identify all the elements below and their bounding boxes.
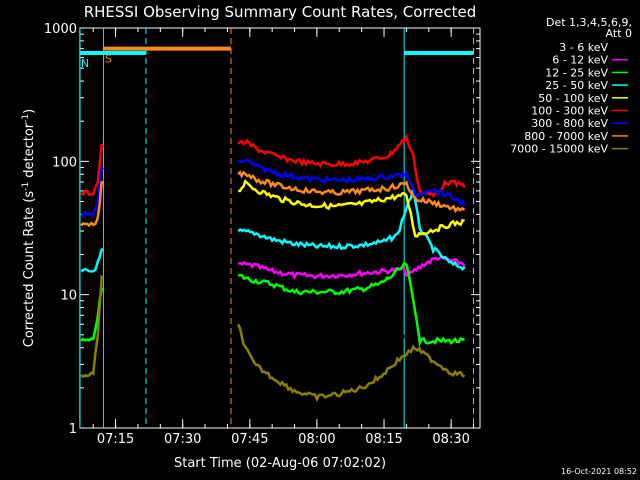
timestamp: 16-Oct-2021 08:52 <box>561 467 637 476</box>
legend-label: 800 - 7000 keV <box>524 130 608 143</box>
legend-label: 300 - 800 keV <box>531 117 608 130</box>
series-line <box>80 188 466 273</box>
series-line <box>81 300 466 374</box>
x-axis-label: Start Time (02-Aug-06 07:02:02) <box>174 456 386 471</box>
plot-area: SN <box>80 28 475 428</box>
series-line <box>80 132 466 198</box>
legend-header-line-1: Det 1,3,4,5,6,9, <box>546 16 632 29</box>
chart-title: RHESSI Observing Summary Count Rates, Co… <box>84 3 477 21</box>
legend-label: 3 - 6 keV <box>559 41 608 54</box>
legend-label: 7000 - 15000 keV <box>510 143 608 156</box>
x-tick-label: 08:15 <box>365 432 402 447</box>
x-tick-label: 07:45 <box>231 432 268 447</box>
series-line <box>80 273 466 403</box>
y-tick-label: 1000 <box>44 22 77 37</box>
legend-header-line-2: Att 0 <box>606 27 632 40</box>
y-tick-label: 10 <box>60 289 77 304</box>
series-line <box>80 158 466 218</box>
legend-label: 6 - 12 keV <box>552 54 608 67</box>
flag-label: N <box>81 57 89 70</box>
series-line <box>80 170 466 228</box>
x-tick-label: 07:15 <box>97 432 134 447</box>
legend-label: 100 - 300 keV <box>531 105 608 118</box>
legend-label: 50 - 100 keV <box>538 92 608 105</box>
legend-label: 12 - 25 keV <box>545 66 608 79</box>
x-tick-label: 08:00 <box>298 432 335 447</box>
y-tick-label: 1 <box>69 422 77 437</box>
flag-label: S <box>105 53 112 66</box>
series-line <box>237 254 466 280</box>
x-tick-label: 07:30 <box>164 432 201 447</box>
y-tick-label: 100 <box>52 155 77 170</box>
legend-label: 25 - 50 keV <box>545 79 608 92</box>
x-tick-label: 08:30 <box>432 432 469 447</box>
series-line <box>238 179 465 238</box>
y-axis-label: Corrected Count Rate (s-1 detector-1) <box>21 109 37 347</box>
